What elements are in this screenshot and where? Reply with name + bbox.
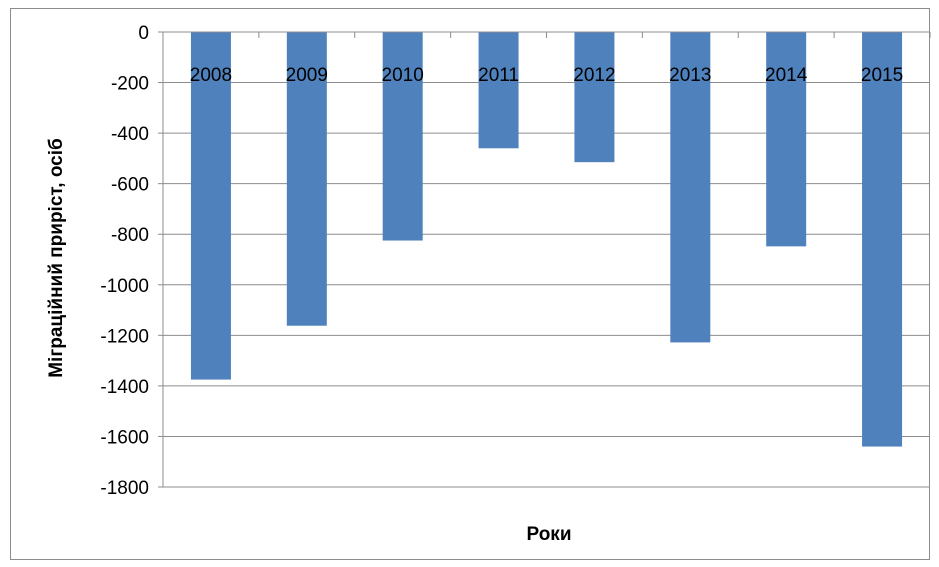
y-tick-label: -200: [111, 74, 149, 95]
bar-2009: [286, 32, 327, 326]
x-tick-label: 2014: [765, 65, 808, 86]
x-tick-label: 2011: [478, 65, 519, 86]
gridlines: [163, 82, 930, 488]
y-tick-label: -400: [111, 124, 149, 145]
y-tick-label: -1200: [100, 326, 149, 347]
bar-2015: [862, 32, 903, 447]
y-tick-label: -1400: [100, 377, 149, 398]
y-tick-label: -1800: [100, 478, 149, 499]
bars: [190, 32, 903, 447]
bar-2008: [190, 32, 231, 380]
bar-2013: [670, 32, 711, 343]
y-tick-label: -600: [111, 175, 149, 196]
x-tick-label: 2012: [573, 65, 615, 86]
x-tick-label: 2008: [190, 65, 232, 86]
bar-2012: [574, 32, 615, 163]
x-tick-label: 2013: [669, 65, 711, 86]
bar-2014: [766, 32, 807, 247]
x-tick-label: 2015: [861, 65, 903, 86]
y-axis-title: Міграційний приріст, осіб: [46, 138, 67, 378]
bar-2011: [478, 32, 519, 149]
x-tick-label: 2010: [382, 65, 424, 86]
y-tick-label: 0: [138, 23, 149, 44]
bar-2010: [382, 32, 423, 241]
axes: [158, 31, 931, 488]
y-tick-label: -1000: [100, 276, 149, 297]
tick-labels: 0 -200 -400 -600 -800 -1000 -1200 -1400 -1600 -18…: [100, 23, 903, 499]
x-tick-label: 2009: [286, 65, 328, 86]
y-tick-label: -1600: [100, 427, 149, 448]
y-tick-label: -800: [111, 225, 149, 246]
x-axis-title: Роки: [527, 524, 572, 545]
